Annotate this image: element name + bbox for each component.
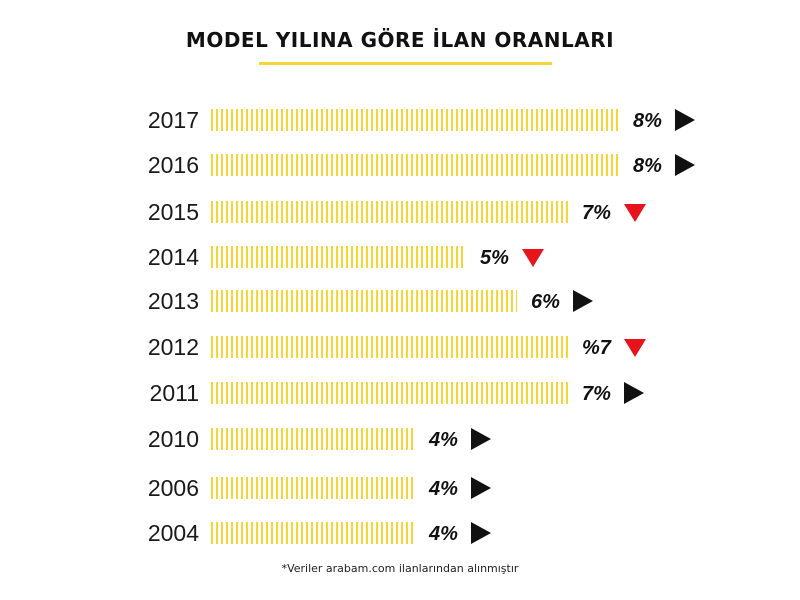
triangle-right-icon: [675, 154, 695, 176]
bar-2017: [211, 109, 619, 131]
bar-chart: 2017 8% 2016 8% 2015 7% 2014 5% 2013 6% 2012 %7 2011…: [148, 107, 695, 546]
year-label: 2006: [148, 475, 199, 501]
bar-2010: [211, 428, 415, 450]
triangle-down-icon: [522, 249, 544, 267]
bar-2012: [211, 336, 568, 358]
triangle-right-icon: [624, 382, 644, 404]
year-label: 2004: [148, 520, 199, 546]
value-label: 7%: [582, 383, 611, 405]
bar-2014: [211, 246, 466, 268]
bar-2011: [211, 382, 568, 404]
value-label: 6%: [531, 291, 560, 313]
triangle-down-icon: [624, 204, 646, 222]
year-label: 2016: [148, 152, 199, 178]
value-label: 4%: [428, 523, 458, 545]
year-label: 2014: [148, 244, 199, 270]
chart-title: MODEL YILINA GÖRE İLAN ORANLARI: [185, 28, 615, 52]
bar-2013: [211, 290, 517, 312]
value-label: 7%: [582, 202, 611, 224]
value-label: 4%: [428, 429, 458, 451]
triangle-right-icon: [471, 477, 491, 499]
value-label: 5%: [480, 247, 509, 269]
value-label: %7: [582, 337, 612, 359]
bar-2016: [211, 154, 619, 176]
triangle-right-icon: [471, 522, 491, 544]
bar-2004: [211, 522, 415, 544]
triangle-right-icon: [675, 109, 695, 131]
bar-2006: [211, 477, 415, 499]
triangle-right-icon: [471, 428, 491, 450]
bar-2015: [211, 201, 568, 223]
triangle-down-icon: [624, 339, 646, 357]
year-label: 2013: [148, 288, 199, 314]
value-label: 8%: [633, 110, 662, 132]
value-label: 8%: [633, 155, 662, 177]
year-label: 2017: [148, 107, 199, 133]
year-label: 2010: [148, 426, 199, 452]
year-label: 2011: [150, 380, 199, 406]
year-label: 2015: [148, 199, 199, 225]
title-underline: [259, 62, 552, 65]
value-label: 4%: [428, 478, 458, 500]
year-label: 2012: [148, 334, 199, 360]
source-footnote: *Veriler arabam.com ilanlarından alınmış…: [281, 562, 519, 575]
triangle-right-icon: [573, 290, 593, 312]
